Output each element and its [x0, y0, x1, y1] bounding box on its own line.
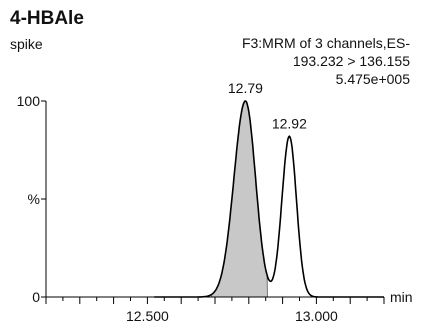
x-tick-label: 13.000	[295, 308, 338, 324]
peak-label: 12.79	[228, 80, 263, 96]
chart-title: 4-HBAle	[10, 8, 84, 29]
chromatogram-trace	[154, 100, 384, 298]
transition-label: 193.232 > 136.155	[292, 53, 410, 69]
function-label: F3:MRM of 3 channels,ES-	[241, 35, 410, 51]
y-tick-label: 100	[17, 93, 41, 109]
y-tick-label: 0	[32, 289, 40, 305]
intensity-label: 5.475e+005	[335, 71, 410, 87]
peak-label: 12.92	[272, 115, 307, 131]
x-axis-label: min	[390, 289, 413, 305]
x-tick-label: 12.500	[126, 308, 169, 324]
y-tick-label: %	[28, 191, 40, 207]
acquisition-info: F3:MRM of 3 channels,ES- 193.232 > 136.1…	[242, 34, 410, 88]
sample-label: spike	[10, 36, 43, 52]
